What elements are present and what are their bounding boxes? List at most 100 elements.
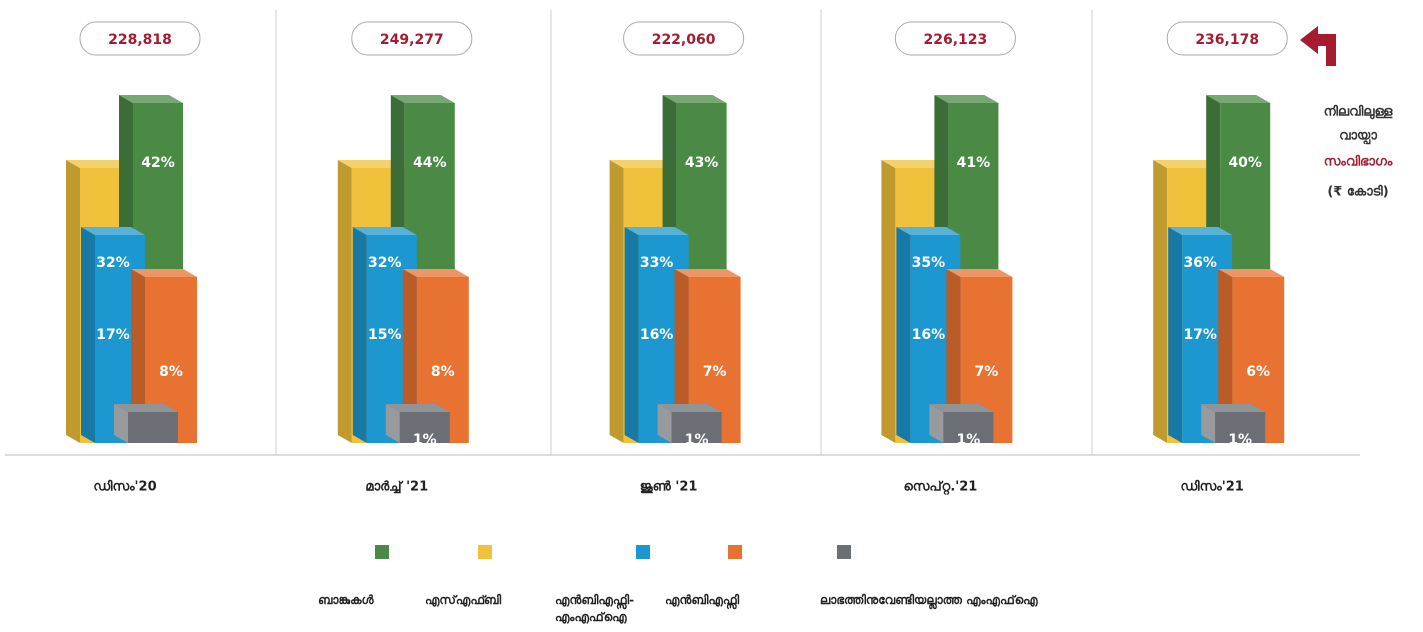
bar-top: [390, 95, 455, 103]
data-label: 41%: [957, 155, 991, 171]
bar-side: [66, 160, 80, 443]
bar-top: [929, 404, 994, 412]
bar-side: [624, 227, 639, 443]
total-pill: [351, 21, 473, 56]
bar-side: [674, 269, 689, 443]
bar-side: [609, 160, 624, 443]
bar-side: [385, 404, 400, 443]
total-label: 222,060: [652, 32, 716, 48]
bar-top: [609, 160, 677, 168]
bar-top: [1218, 269, 1285, 277]
bar-top: [624, 227, 689, 235]
legend-label: ബാങ്കുകൾ: [318, 593, 374, 607]
bar-top: [385, 404, 450, 412]
data-label: 17%: [1183, 327, 1217, 343]
bar: [943, 412, 994, 443]
total-label: 249,277: [380, 32, 444, 48]
bar-side: [81, 227, 95, 443]
data-label: 1%: [413, 432, 437, 448]
total-label: 236,178: [1195, 32, 1259, 48]
side-note: വായ്പാ: [1339, 129, 1377, 145]
bar-side: [1201, 404, 1216, 443]
legend-label: എസ്എഫ്ബി: [425, 593, 502, 607]
bar: [128, 412, 178, 443]
bar-side: [1153, 160, 1168, 443]
total-pill: [623, 21, 745, 56]
bar-side: [929, 404, 944, 443]
bar-side: [1168, 227, 1183, 443]
bar-top: [896, 227, 961, 235]
x-tick-label: ജൂൺ '21: [640, 480, 698, 495]
data-label: 16%: [640, 327, 674, 343]
data-label: 17%: [96, 327, 130, 343]
bar-side: [881, 160, 896, 443]
bar-side: [1218, 269, 1233, 443]
bar-top: [881, 160, 949, 168]
bar-top: [352, 227, 417, 235]
side-note: സംവിഭാഗം: [1324, 154, 1393, 170]
data-label: 33%: [640, 255, 674, 271]
x-tick-label: സെപ്റ്റ.'21: [903, 480, 977, 495]
total-label: 226,123: [924, 32, 988, 48]
total-pill: [1166, 21, 1288, 56]
data-label: 32%: [96, 255, 130, 271]
data-label: 6%: [1246, 364, 1270, 380]
bar-top: [131, 269, 197, 277]
legend-swatch: [375, 545, 389, 559]
bar-side: [896, 227, 911, 443]
bar-top: [81, 227, 145, 235]
data-label: 8%: [159, 364, 183, 380]
data-label: 8%: [431, 364, 455, 380]
bar-top: [934, 95, 999, 103]
bar-top: [1206, 95, 1271, 103]
x-tick-label: മാർച്ച് '21: [365, 480, 428, 495]
total-pill: [894, 21, 1016, 56]
bar: [1215, 412, 1266, 443]
bar-top: [1153, 160, 1221, 168]
data-label: 7%: [975, 364, 999, 380]
bar-top: [402, 269, 469, 277]
bar: [671, 412, 722, 443]
bar-side: [946, 269, 961, 443]
data-label: 36%: [1183, 255, 1217, 271]
side-note: (₹ കോടി): [1327, 184, 1388, 200]
bar-side: [352, 227, 367, 443]
data-label: 43%: [685, 155, 719, 171]
data-label: 42%: [141, 155, 175, 171]
arrow-icon: [1300, 26, 1336, 66]
bar-top: [66, 160, 133, 168]
data-label: 32%: [368, 255, 402, 271]
bar-top: [662, 95, 727, 103]
bar-top: [946, 269, 1013, 277]
bar-top: [119, 95, 183, 103]
total-label: 228,818: [108, 32, 172, 48]
data-label: 1%: [957, 432, 981, 448]
legend-label: ലാഭത്തിനുവേണ്ടിയല്ലാത്ത എംഎഫ്ഐ: [820, 593, 1038, 607]
bar-top: [337, 160, 405, 168]
legend-swatch: [636, 545, 650, 559]
bar-top: [114, 404, 178, 412]
data-label: 1%: [1228, 432, 1252, 448]
x-tick-label: ഡിസം'21: [1181, 479, 1244, 495]
legend-swatch: [837, 545, 851, 559]
data-label: 1%: [685, 432, 709, 448]
bar: [399, 412, 450, 443]
data-label: 44%: [413, 155, 447, 171]
legend-swatch: [478, 545, 492, 559]
data-label: 16%: [912, 327, 946, 343]
data-label: 35%: [912, 255, 946, 271]
bar-side: [114, 404, 128, 443]
legend-swatch: [728, 545, 742, 559]
legend-label: എൻബിഎഫ്സി-എംഎഫ്ഐ: [555, 593, 635, 624]
bar-side: [657, 404, 672, 443]
bar-side: [337, 160, 352, 443]
bar-side: [131, 269, 145, 443]
total-pill: [79, 21, 201, 56]
x-tick-label: ഡിസം'20: [93, 479, 156, 495]
legend-label: എൻബിഎഫ്സി: [665, 593, 740, 607]
bar-top: [674, 269, 741, 277]
bar-side: [402, 269, 417, 443]
bar-top: [1168, 227, 1233, 235]
